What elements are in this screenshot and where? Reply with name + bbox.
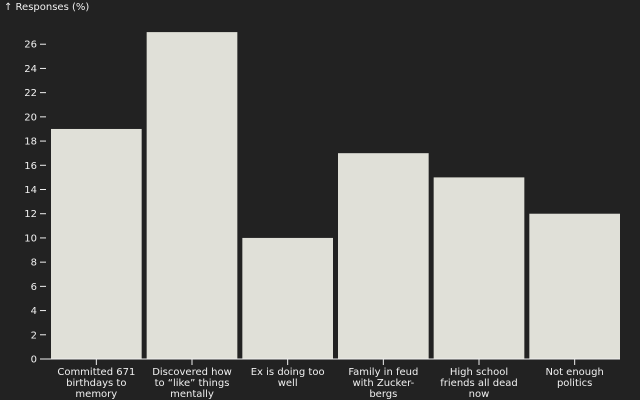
x-tick-label-line: to “like” things [155, 378, 230, 389]
x-tick-label-line: Not enough [545, 367, 603, 378]
x-tick-label-line: memory [75, 389, 117, 400]
x-tick-label-line: High school [450, 367, 508, 378]
y-tick-label: 10 [24, 233, 37, 244]
x-tick-label-line: politics [557, 378, 592, 389]
bar [51, 128, 142, 359]
x-tick-label-line: bergs [369, 389, 397, 400]
bar [338, 153, 429, 359]
x-tick-label-line: birthdays to [66, 378, 126, 389]
x-tick-label-line: friends all dead [440, 378, 517, 389]
y-tick-label: 26 [24, 40, 37, 51]
y-tick-label: 14 [24, 185, 37, 196]
x-tick-label-line: Discovered how [152, 367, 232, 378]
y-tick-label: 24 [24, 64, 37, 75]
y-axis-title: ↑ Responses (%) [4, 2, 89, 13]
y-tick-label: 2 [31, 330, 37, 341]
y-tick-label: 22 [24, 88, 37, 99]
x-tick-label-line: Committed 671 [57, 367, 135, 378]
y-tick-label: 6 [31, 282, 37, 293]
x-tick-label-line: Family in feud [348, 367, 418, 378]
bar [242, 237, 333, 359]
x-tick-label: Not enough politics [545, 367, 603, 389]
x-tick-label: Ex is doing too well [251, 367, 325, 389]
x-tick-label-line: with Zucker- [352, 378, 414, 389]
y-tick-label: 4 [31, 306, 37, 317]
y-tick-label: 18 [24, 137, 37, 148]
x-axis: Committed 671 birthdays to memory Discovere… [46, 358, 620, 400]
x-tick-label: Discovered how to “like” things mentally [152, 367, 232, 400]
x-tick-label: Committed 671 birthdays to memory [57, 367, 135, 400]
x-tick-label-line: mentally [170, 389, 214, 400]
y-tick-label: 20 [24, 112, 37, 123]
x-tick-label: Family in feud with Zucker-bergs [348, 367, 418, 400]
x-tick-label-line: well [278, 378, 298, 389]
bar [146, 32, 238, 359]
bars [51, 32, 620, 359]
y-tick-label: 0 [31, 355, 37, 366]
y-tick-label: 12 [24, 209, 37, 220]
x-tick-label-line: Ex is doing too [251, 367, 325, 378]
bar [529, 213, 620, 359]
x-tick-label-line: now [469, 389, 490, 400]
x-tick-label: High school friends all dead now [440, 367, 517, 400]
y-tick-label: 16 [24, 161, 37, 172]
bar [433, 177, 525, 359]
y-tick-label: 8 [31, 258, 37, 269]
